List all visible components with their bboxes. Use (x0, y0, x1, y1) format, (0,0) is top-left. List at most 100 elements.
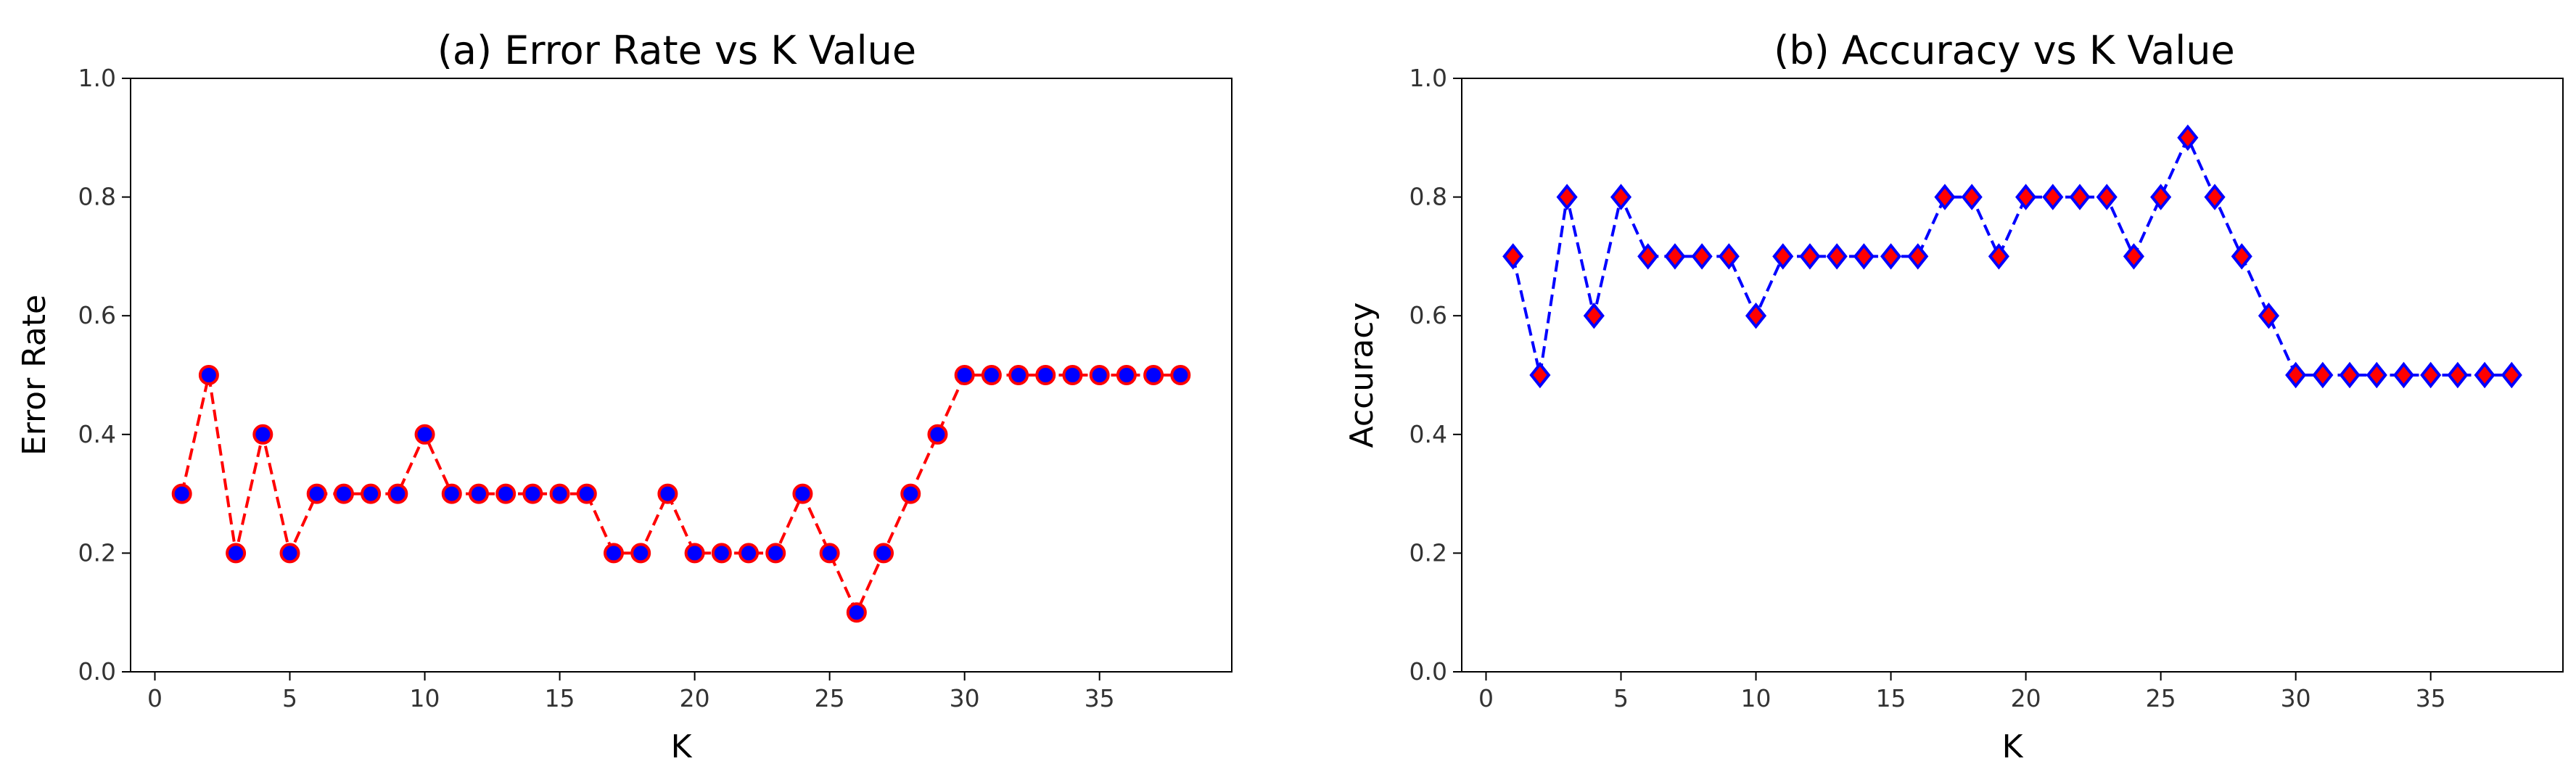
data-point (1853, 243, 1875, 270)
data-point (2392, 361, 2415, 389)
x-tick-label: 15 (1876, 684, 1906, 712)
data-point (711, 543, 732, 564)
data-point (279, 543, 300, 564)
data-point (846, 602, 867, 623)
data-point (2096, 184, 2118, 210)
data-point (1880, 243, 1902, 270)
data-point (2501, 361, 2522, 389)
data-point (1556, 184, 1578, 210)
data-point (1826, 243, 1848, 270)
x-ticks: 0 5 10 15 20 25 30 35 (147, 672, 1115, 712)
data-point (495, 483, 517, 504)
data-point (1745, 302, 1767, 329)
y-tick-label: 0.6 (1410, 301, 1447, 329)
y-tick-label: 1.0 (1410, 64, 1447, 92)
data-point (1961, 184, 1983, 210)
data-point (657, 483, 678, 504)
data-point (2069, 184, 2091, 210)
data-point (549, 483, 570, 504)
y-tick-label: 0.6 (78, 301, 116, 329)
data-point (576, 483, 597, 504)
data-point (1637, 243, 1659, 270)
data-point (873, 543, 894, 564)
data-point (2204, 184, 2226, 210)
data-point (1718, 243, 1740, 270)
data-point (1035, 365, 1056, 385)
data-point (2042, 184, 2064, 210)
x-tick-label: 20 (2011, 684, 2041, 712)
data-point (1772, 243, 1794, 270)
data-point (1529, 361, 1551, 389)
x-tick-label: 15 (545, 684, 575, 712)
data-point (361, 483, 382, 504)
data-point (2123, 243, 2144, 270)
data-point (2420, 361, 2442, 389)
chart-title: (b) Accuracy vs K Value (1774, 28, 2234, 73)
data-point (1934, 184, 1956, 210)
data-point (198, 365, 219, 385)
y-tick-label: 0.8 (1410, 183, 1447, 211)
data-point (2258, 302, 2280, 329)
y-tick-label: 0.0 (1410, 657, 1447, 686)
x-axis-label: K (2002, 728, 2024, 765)
plot-frame (1461, 78, 2564, 673)
y-tick-label: 1.0 (78, 64, 116, 92)
data-point (1799, 243, 1821, 270)
data-point (819, 543, 840, 564)
y-tick-label: 0.0 (78, 657, 116, 686)
data-point (1008, 365, 1029, 385)
data-point (630, 543, 651, 564)
x-tick-label: 30 (2281, 684, 2311, 712)
y-tick-label: 0.4 (1410, 420, 1447, 448)
data-point (1583, 302, 1605, 329)
plot-frame (130, 78, 1233, 673)
data-point (1691, 243, 1713, 270)
data-point (981, 365, 1002, 385)
data-point (2177, 124, 2199, 152)
data-point (1116, 365, 1137, 385)
data-point (1502, 243, 1524, 270)
data-point (2447, 361, 2469, 389)
y-axis-label: Accuracy (1343, 303, 1380, 448)
y-tick-label: 0.4 (78, 420, 116, 448)
data-point (2150, 184, 2172, 210)
x-tick-label: 10 (1741, 684, 1771, 712)
data-point (522, 483, 543, 504)
data-point (927, 424, 948, 445)
x-tick-label: 35 (1085, 684, 1115, 712)
chart-error-rate: (a) Error Rate vs K Value 0 5 10 15 20 25 30 35… (16, 28, 1233, 765)
data-point (1664, 243, 1686, 270)
series-line (180, 374, 1181, 617)
x-tick-label: 10 (410, 684, 440, 712)
data-point (1089, 365, 1110, 385)
data-point (900, 483, 921, 504)
data-point (684, 543, 705, 564)
data-point (765, 543, 786, 564)
x-tick-label: 5 (1613, 684, 1629, 712)
series-marks (1502, 124, 2522, 389)
x-ticks: 0 5 10 15 20 25 30 35 (1478, 672, 2446, 712)
data-point (414, 424, 435, 445)
y-tick-label: 0.2 (1410, 538, 1447, 567)
data-point (387, 483, 408, 504)
data-point (2474, 361, 2495, 389)
data-point (468, 483, 489, 504)
y-tick-label: 0.2 (78, 538, 116, 567)
x-tick-label: 25 (815, 684, 845, 712)
data-point (792, 483, 813, 504)
x-tick-label: 25 (2146, 684, 2176, 712)
series-line (1511, 133, 2512, 377)
data-point (306, 483, 327, 504)
data-point (2231, 243, 2252, 270)
data-point (1062, 365, 1083, 385)
data-point (603, 543, 624, 564)
y-axis-label: Error Rate (16, 295, 53, 456)
x-tick-label: 35 (2416, 684, 2446, 712)
y-ticks: 0.0 0.2 0.4 0.6 0.8 1.0 (1410, 64, 1462, 686)
data-point (2015, 184, 2037, 210)
data-point (171, 483, 192, 504)
x-tick-label: 0 (1478, 684, 1494, 712)
data-point (738, 543, 760, 564)
data-point (1988, 243, 2009, 270)
